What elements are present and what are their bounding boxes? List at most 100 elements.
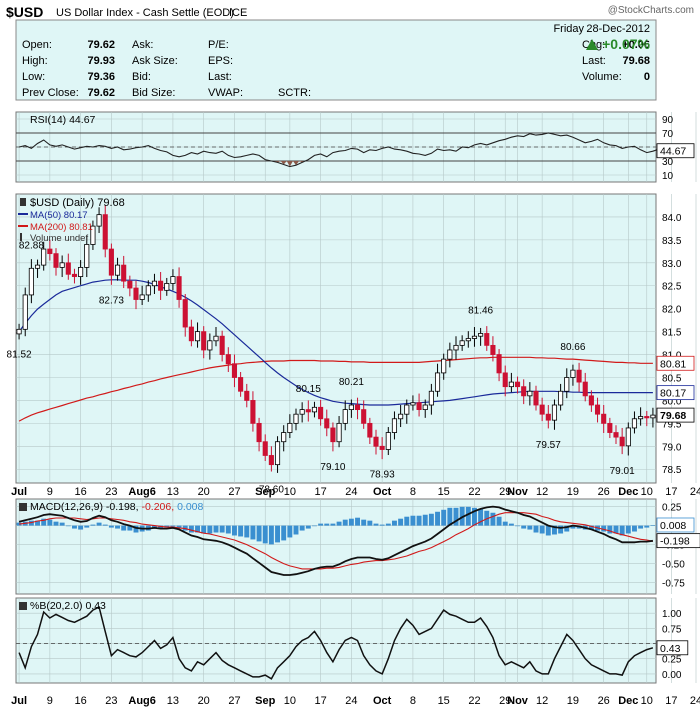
quote-label: Low: [22, 71, 45, 83]
x-tick-label: 10 [284, 695, 296, 707]
macd-histogram-bar [533, 525, 539, 533]
candle-down [201, 331, 207, 351]
candle-up [453, 344, 459, 351]
candle-up [84, 244, 90, 268]
macd-histogram-bar [355, 517, 360, 526]
x-tick-label: 17 [665, 486, 677, 498]
macd-histogram-bar [459, 506, 465, 526]
candle-down [644, 416, 650, 419]
macd-histogram-bar [59, 522, 65, 526]
candle-up [625, 427, 631, 447]
macd-histogram-bar [262, 525, 268, 544]
candle-up [151, 280, 158, 287]
macd-histogram-bar [232, 525, 237, 536]
candle-down [582, 381, 588, 397]
macd-histogram-bar [644, 525, 650, 528]
quote-value: +0.06 [622, 39, 650, 51]
price-annotation: 79.10 [320, 462, 345, 473]
candle-up [336, 422, 342, 443]
macd-histogram-bar [465, 506, 471, 526]
macd-line [18, 505, 654, 576]
candle-down [238, 377, 244, 392]
candle-up [650, 414, 656, 419]
macd-histogram-bar [90, 524, 96, 526]
macd-histogram-bar [188, 525, 194, 533]
macd-histogram-bar [201, 525, 207, 534]
y-tick-label: 70 [662, 129, 674, 140]
quote-label: EPS: [208, 55, 233, 67]
rsi-title: RSI(14) 44.67 [30, 114, 96, 126]
x-tick-label: Nov [507, 695, 529, 707]
candle-down [594, 404, 601, 415]
macd-histogram-bar [508, 523, 514, 526]
y-tick-label: 0.25 [662, 655, 682, 666]
price-annotation: 80.21 [339, 377, 364, 388]
x-tick-label: 13 [167, 486, 179, 498]
macd-histogram-bar [336, 521, 342, 526]
macd-histogram-bar [84, 525, 90, 528]
x-tick-label: 9 [47, 486, 53, 498]
x-tick-label: 24 [345, 695, 357, 707]
candle-up [551, 404, 558, 421]
candle-down [330, 427, 336, 443]
candle-down [379, 445, 385, 450]
y-tick-label: 84.0 [662, 213, 682, 224]
percent-b-background [15, 597, 657, 684]
macd-histogram-bar [225, 525, 231, 534]
quote-label: Bid Size: [132, 87, 175, 99]
macd-histogram-bar [96, 522, 102, 526]
candle-down [613, 432, 619, 438]
candle-down [502, 372, 508, 388]
macd-histogram-bar [133, 525, 139, 533]
macd-histogram-bar [275, 525, 280, 543]
candle-up [274, 441, 281, 466]
macd-histogram-bar [41, 518, 47, 526]
macd-histogram-bar [410, 515, 416, 526]
candle-up [422, 404, 428, 411]
macd-histogram-bar [496, 516, 502, 526]
price-annotation: 79.57 [536, 440, 561, 451]
candle-up [28, 267, 34, 296]
candle-up [527, 390, 533, 397]
macd-histogram-bar [441, 509, 447, 526]
candle-up [78, 266, 84, 277]
macd-title-hist: 0.008 [177, 501, 203, 513]
y-tick-label: 80.5 [662, 373, 682, 384]
rsi-last-value-box [656, 143, 695, 159]
candle-up [114, 264, 121, 276]
candle-down [521, 386, 527, 397]
candle-up [281, 432, 287, 443]
price-panel: 78.579.079.580.080.581.081.582.082.583.0… [7, 193, 697, 496]
candle-down [219, 335, 225, 355]
x-tick-label: Sep [255, 695, 275, 707]
macd-last-value-box [656, 533, 700, 549]
macd-histogram-bar [632, 525, 637, 532]
macd-histogram-bar [238, 525, 244, 537]
candle-up [22, 294, 28, 330]
y-tick-label: 10 [662, 171, 674, 182]
watermark: @StockCharts.com [608, 5, 694, 16]
x-tick-label: 19 [567, 695, 579, 707]
candle-down [176, 276, 182, 300]
candle-up [145, 285, 151, 296]
candle-down [133, 287, 139, 300]
candle-down [318, 406, 324, 420]
candle-up [287, 422, 293, 433]
macd-histogram-bar [613, 525, 619, 534]
x-tick-label: 24 [345, 486, 357, 498]
legend-entry: $USD (Daily) 79.68 [30, 197, 125, 209]
macd-histogram-bar [607, 525, 613, 534]
candle-down [539, 404, 545, 415]
x-tick-label: 17 [665, 695, 677, 707]
legend-entry: Volume undef [30, 233, 88, 244]
x-tick-label: Jul [11, 695, 27, 707]
macd-histogram-bar [625, 525, 631, 534]
macd-histogram-bar [502, 521, 508, 526]
quote-value: 79.62 [87, 87, 115, 99]
x-tick-label: 24 [690, 695, 700, 707]
candle-up [638, 416, 644, 420]
macd-histogram-bar [299, 525, 305, 531]
candle-up [478, 333, 484, 337]
macd-histogram-bar [650, 525, 656, 526]
candle-down [127, 280, 133, 289]
